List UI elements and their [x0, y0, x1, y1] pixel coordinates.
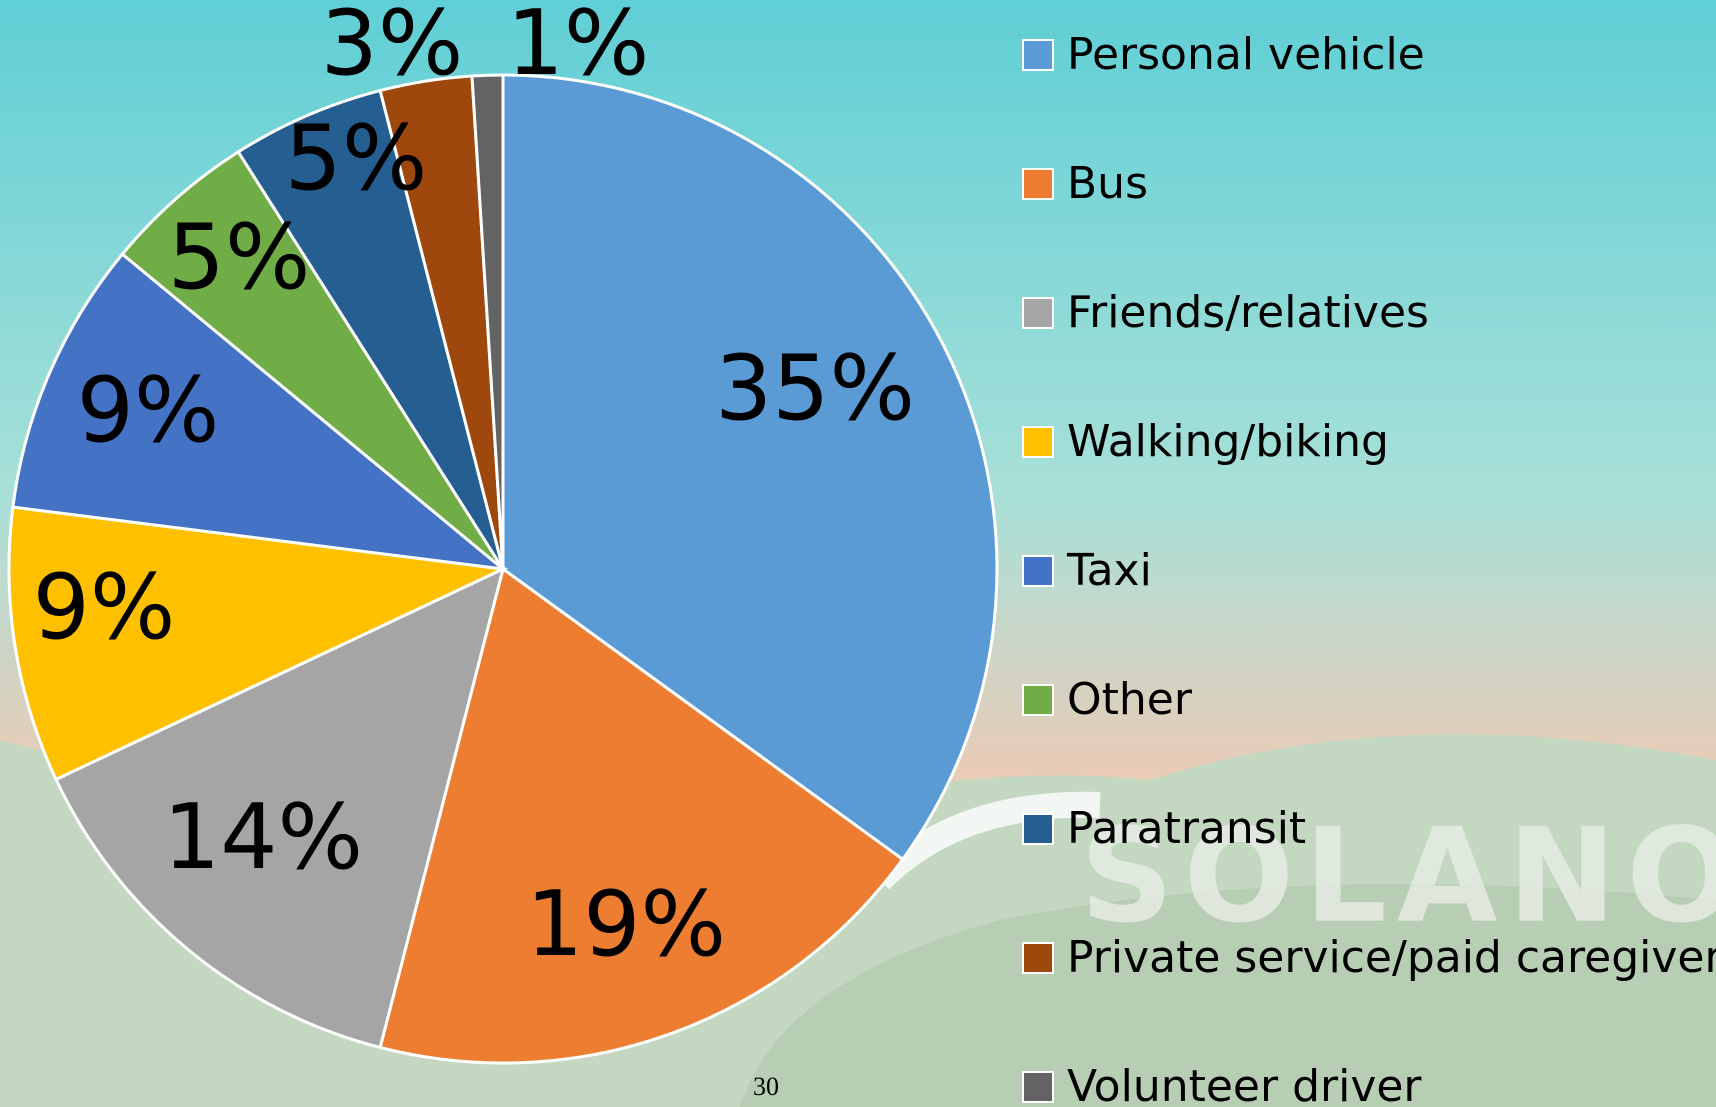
legend-label: Bus	[1067, 158, 1148, 209]
chart: SOLANO 30 35%19%14%9%9%5%5%3%1% Personal…	[0, 0, 1716, 1107]
legend-swatch	[1023, 556, 1053, 586]
legend-swatch	[1023, 298, 1053, 328]
legend-swatch	[1023, 427, 1053, 457]
legend-swatch	[1023, 40, 1053, 70]
page: SOLANO 30 35%19%14%9%9%5%5%3%1% Personal…	[0, 0, 1716, 1107]
legend-label: Friends/relatives	[1067, 287, 1429, 338]
legend-label: Taxi	[1066, 545, 1152, 596]
legend-label: Paratransit	[1067, 803, 1306, 854]
legend-swatch	[1023, 814, 1053, 844]
legend-label: Other	[1067, 674, 1193, 725]
data-label: 5%	[285, 106, 428, 211]
legend-swatch	[1023, 169, 1053, 199]
page-number: 30	[753, 1072, 779, 1101]
legend-label: Personal vehicle	[1067, 29, 1425, 80]
data-label: 9%	[77, 358, 220, 463]
legend-label: Volunteer driver	[1067, 1061, 1422, 1107]
legend-label: Private service/paid caregiver	[1067, 932, 1716, 983]
data-label: 14%	[163, 785, 363, 890]
data-label: 1%	[507, 0, 650, 96]
data-label: 35%	[715, 336, 915, 441]
legend-swatch	[1023, 685, 1053, 715]
data-label: 19%	[526, 872, 726, 977]
data-label: 5%	[168, 205, 311, 310]
legend-swatch	[1023, 1072, 1053, 1102]
legend-label: Walking/biking	[1067, 416, 1389, 467]
legend-swatch	[1023, 943, 1053, 973]
data-label: 3%	[321, 0, 464, 96]
data-label: 9%	[33, 555, 176, 660]
